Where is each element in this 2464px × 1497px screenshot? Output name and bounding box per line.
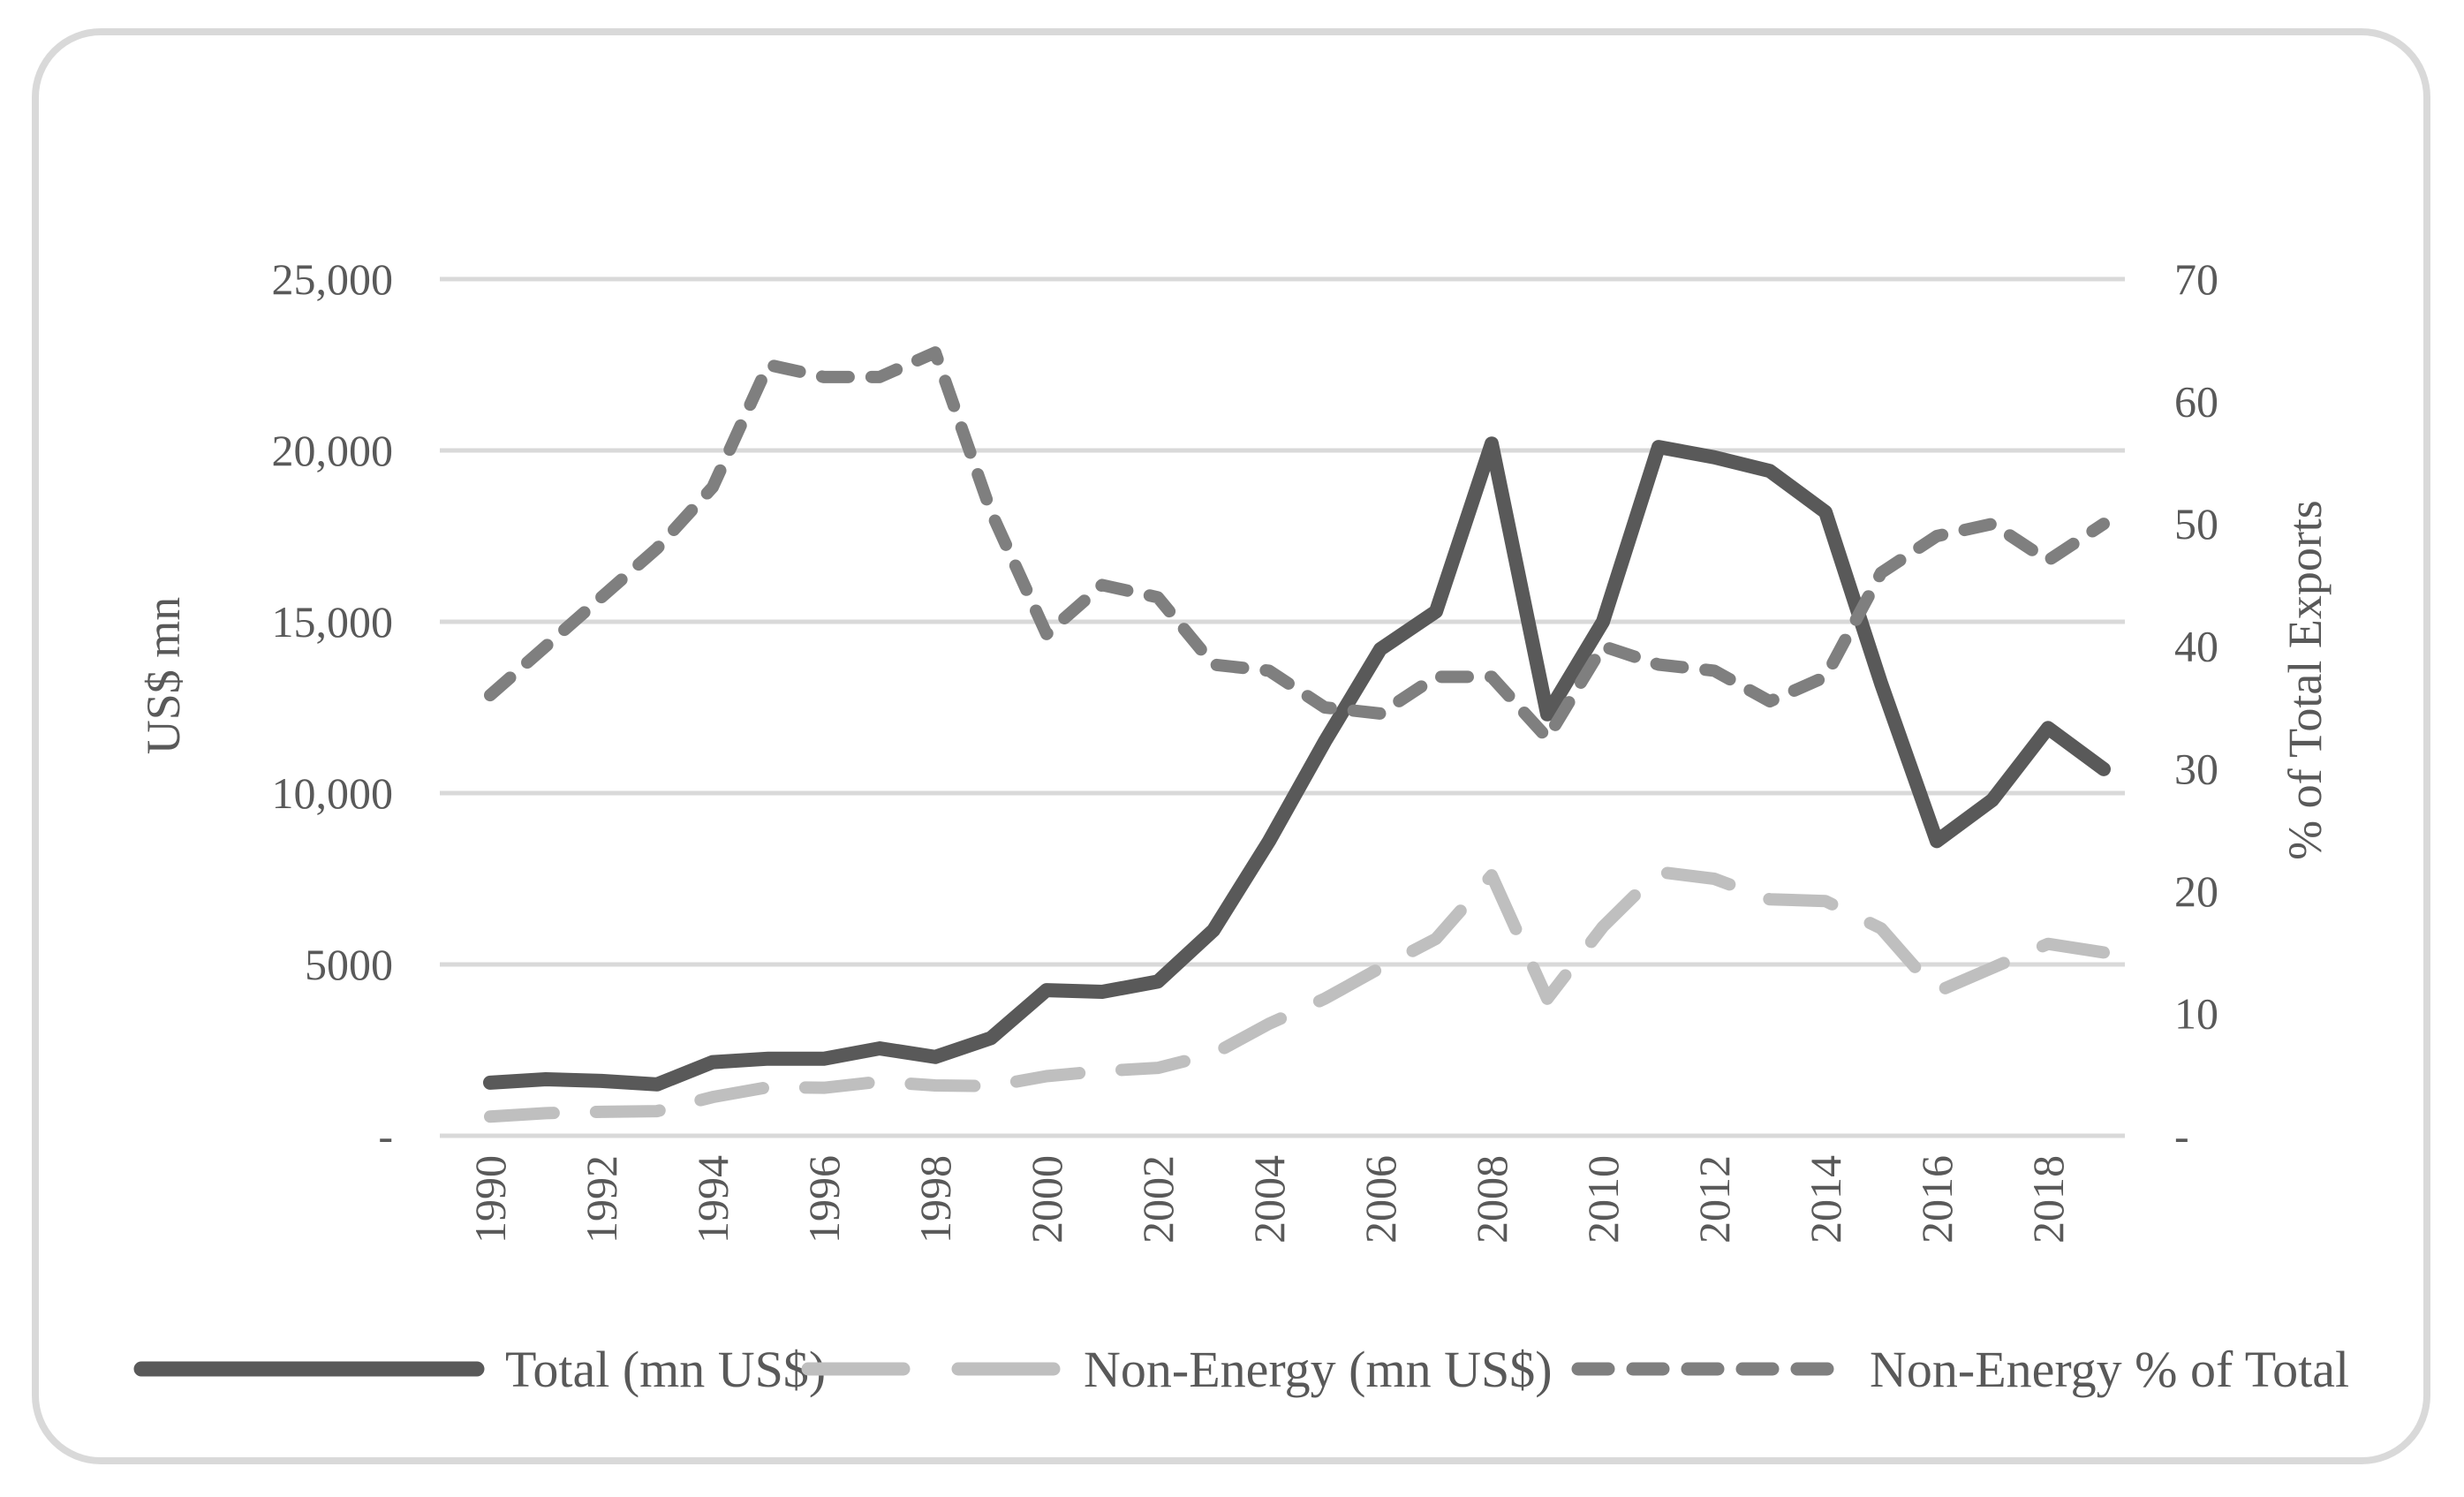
left-axis-tick-label: - — [378, 1111, 393, 1161]
non-energy-line — [484, 866, 2110, 1123]
left-axis-tick-label: 5000 — [305, 940, 393, 989]
legend-label-total: Total (mn US$) — [505, 1340, 827, 1398]
left-axis-tick-label: 25,000 — [272, 254, 394, 304]
right-axis-tick-label: 70 — [2174, 254, 2218, 304]
x-axis-tick-label: 1996 — [799, 1155, 849, 1244]
right-axis-title: % of Total Exports — [2279, 500, 2332, 860]
left-axis-tick-label: 15,000 — [272, 597, 394, 646]
right-axis-tick-label: 20 — [2174, 866, 2218, 916]
legend-item-non-energy-pct: Non-Energy % of Total — [1568, 1325, 2349, 1413]
x-axis-tick-label: 1992 — [577, 1155, 626, 1244]
non-energy-line-swatch-icon — [801, 1362, 1062, 1376]
legend-label-non-energy: Non-Energy (mn US$) — [1084, 1340, 1553, 1398]
x-axis-tick-label: 2012 — [1689, 1155, 1739, 1244]
left-axis-title: US$ mn — [137, 596, 190, 755]
total-line-swatch-icon — [133, 1361, 485, 1377]
total-line — [483, 436, 2111, 1092]
right-axis-tick-label: 60 — [2174, 377, 2218, 427]
left-axis-tick-label: 20,000 — [272, 426, 394, 475]
x-axis-tick-label: 2018 — [2023, 1155, 2073, 1244]
x-axis-tick-label: 2000 — [1022, 1155, 1071, 1244]
x-axis-tick-label: 2002 — [1133, 1155, 1183, 1244]
right-axis-tick-label: - — [2174, 1111, 2189, 1161]
right-axis-tick-label: 10 — [2174, 988, 2218, 1038]
legend-item-total: Total (mn US$) — [132, 1325, 826, 1413]
legend-item-non-energy: Non-Energy (mn US$) — [799, 1325, 1553, 1413]
x-axis-tick-label: 2004 — [1244, 1155, 1294, 1244]
legend-label-non-energy-pct: Non-Energy % of Total — [1870, 1340, 2350, 1398]
non-energy-pct-line — [484, 346, 2110, 745]
left-axis-tick-label: 10,000 — [272, 768, 394, 818]
legend: Total (mn US$) Non-Energy (mn US$) Non-E… — [0, 1325, 2464, 1413]
x-axis-tick-label: 2008 — [1467, 1155, 1516, 1244]
x-axis-tick-label: 1994 — [688, 1155, 737, 1244]
right-axis-tick-label: 40 — [2174, 622, 2218, 671]
x-axis-tick-label: 2016 — [1912, 1155, 1961, 1244]
right-axis-tick-label: 30 — [2174, 744, 2218, 793]
right-axis-tick-label: 50 — [2174, 499, 2218, 548]
x-axis-tick-label: 2010 — [1578, 1155, 1628, 1244]
non-energy-pct-line-swatch-icon — [1571, 1362, 1847, 1376]
x-axis-tick-label: 2014 — [1801, 1155, 1850, 1244]
x-axis-tick-label: 2006 — [1356, 1155, 1405, 1244]
x-axis-tick-label: 1990 — [465, 1155, 515, 1244]
x-axis-tick-label: 1998 — [911, 1155, 960, 1244]
